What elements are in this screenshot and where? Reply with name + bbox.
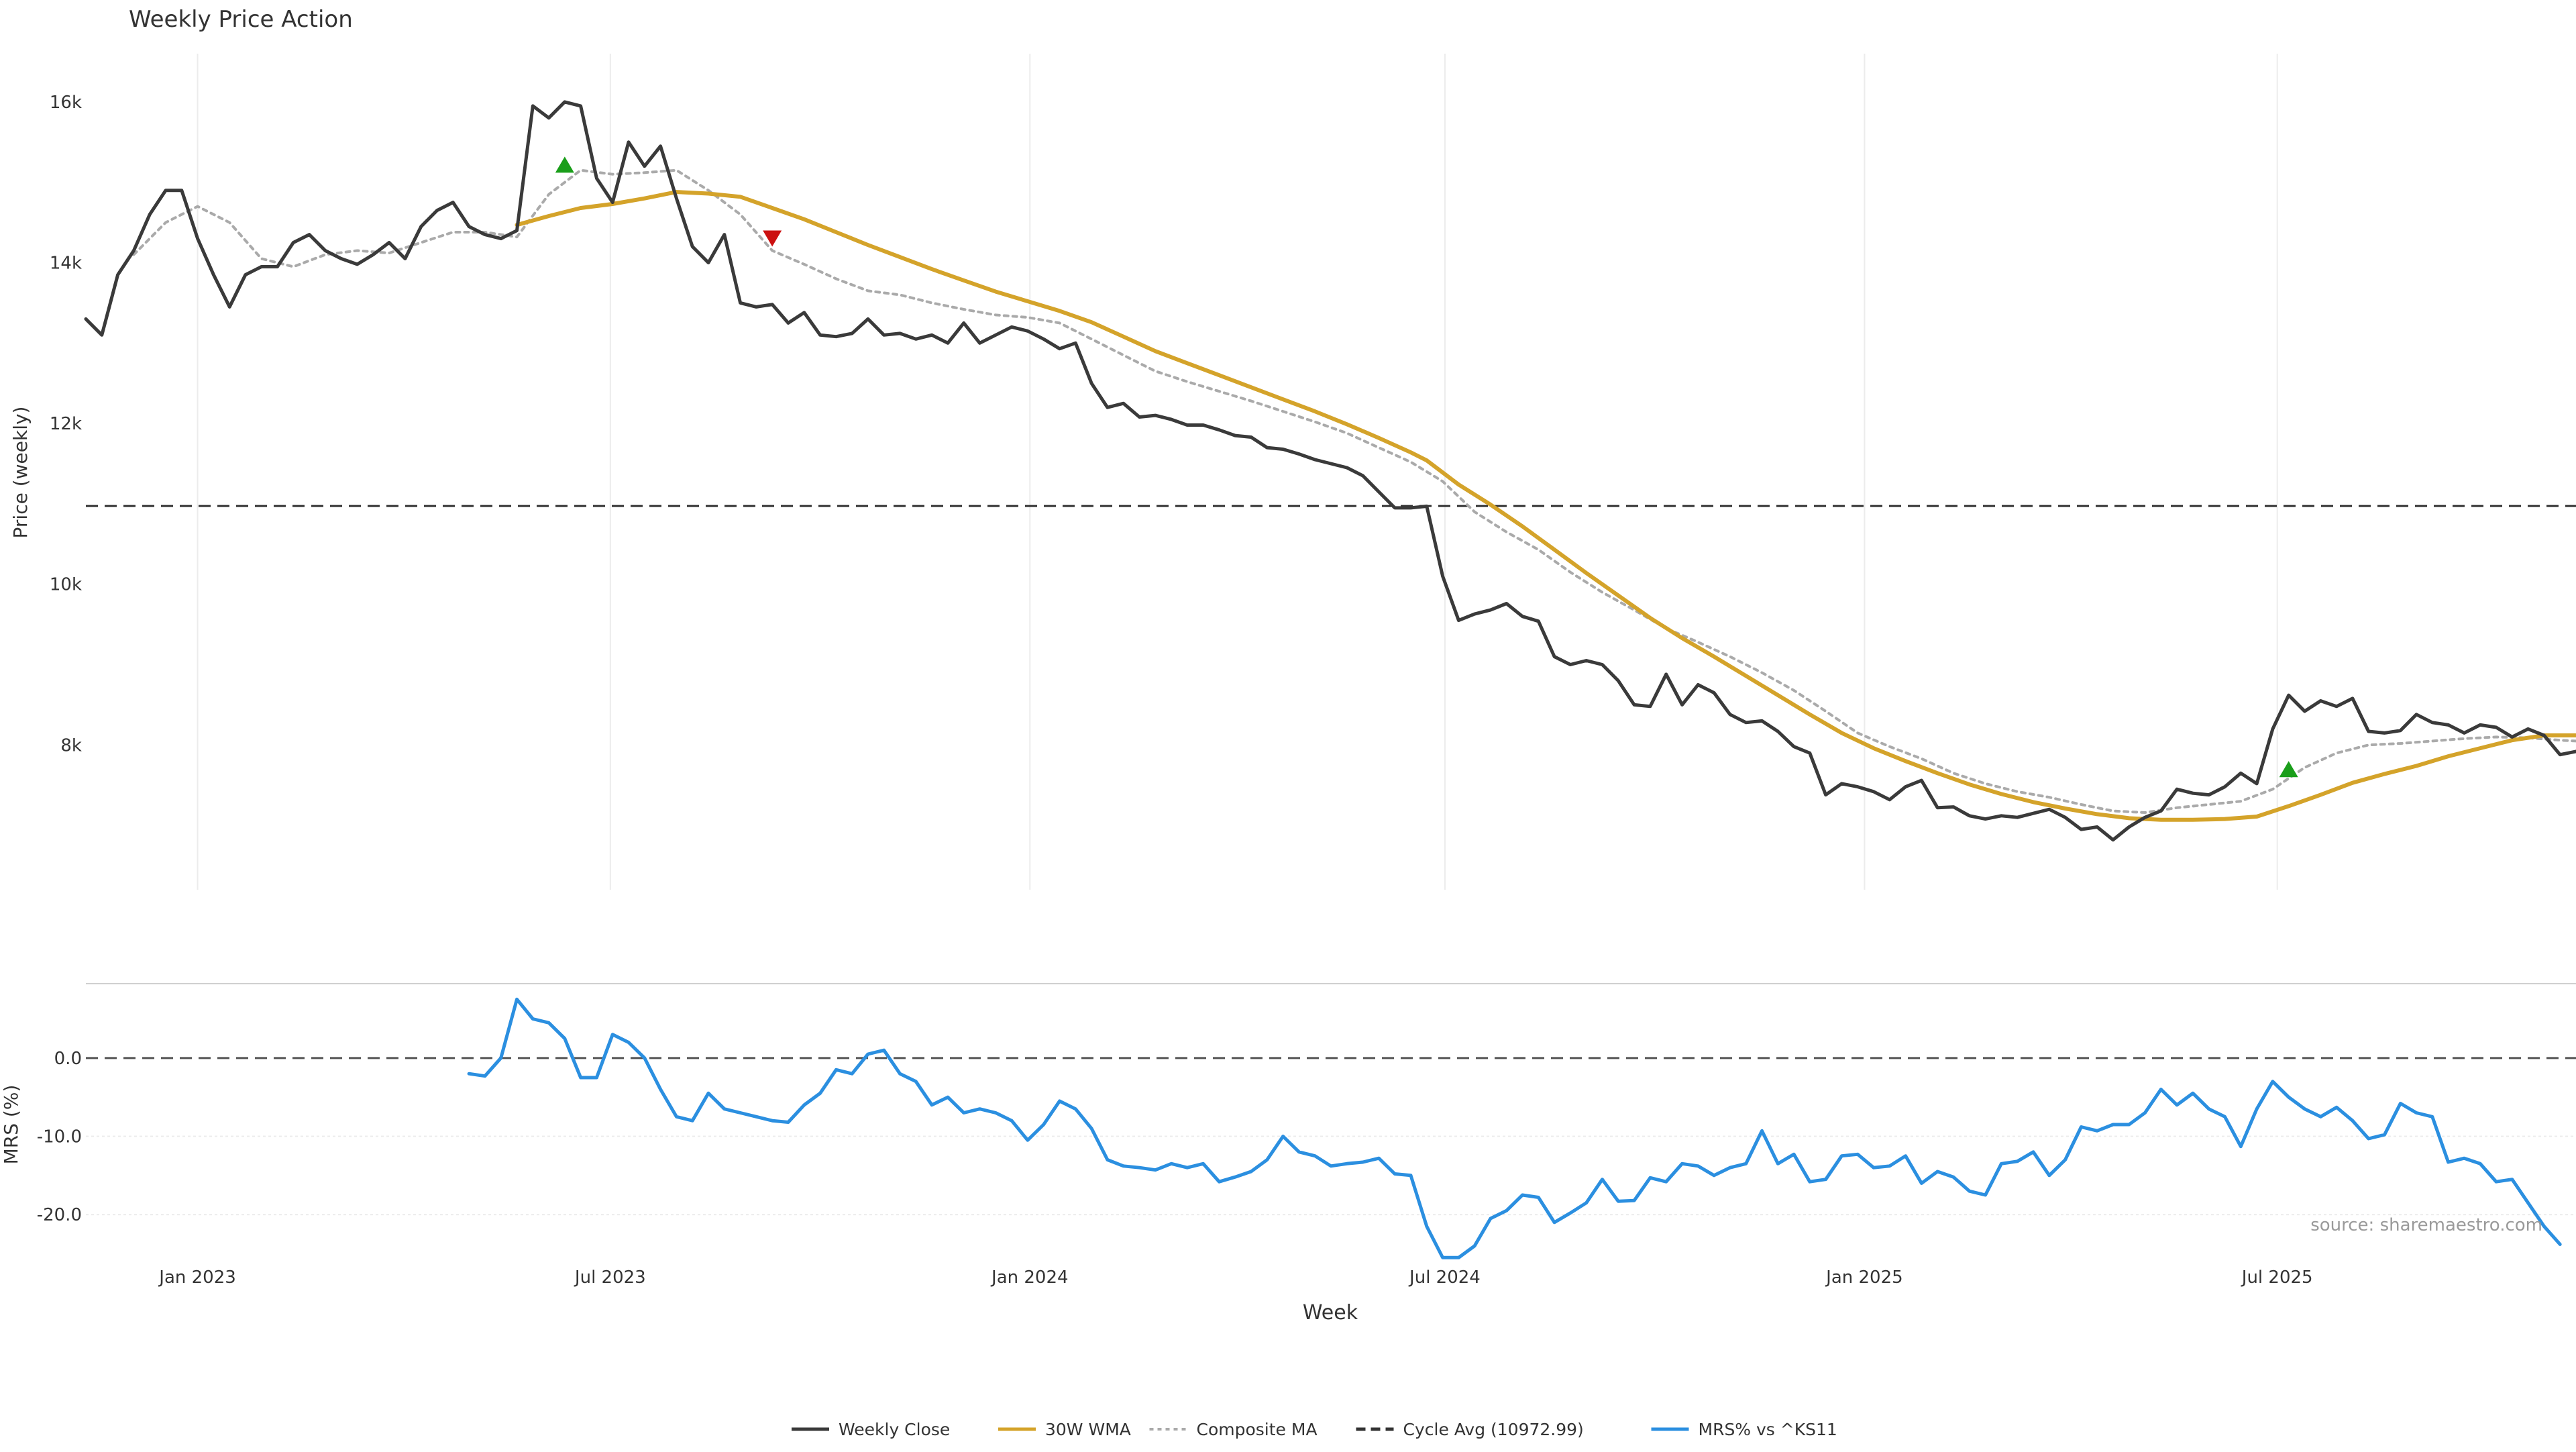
price-axis-label: Price (weekly) — [9, 407, 32, 539]
x-tick-label: Jan 2023 — [158, 1267, 236, 1288]
legend-item-3: Cycle Avg (10972.99) — [1356, 1420, 1584, 1439]
mrs-line — [469, 999, 2560, 1257]
mrs-axis-label: MRS (%) — [0, 1085, 22, 1165]
legend-label: Composite MA — [1197, 1420, 1318, 1439]
legend-item-2: Composite MA — [1150, 1420, 1318, 1439]
x-tick-label: Jul 2023 — [574, 1267, 646, 1288]
axes-layer: 8k 10k 12k 14k 16k 0.0 -10.0 -20.0 Jan 2023 Jul 2… — [37, 93, 2313, 1288]
series-layer — [86, 102, 2576, 1257]
price-ytick-label: 14k — [50, 254, 82, 274]
price-ytick-label: 12k — [50, 414, 82, 434]
mrs-ytick-label: 0.0 — [54, 1049, 82, 1069]
source-note: source: sharemaestro.com — [2310, 1215, 2542, 1235]
signal-up-2 — [2279, 761, 2298, 777]
reference-lines — [86, 506, 2576, 1058]
x-axis-label: Week — [1303, 1301, 1358, 1325]
composite-ma-line — [133, 170, 2576, 813]
legend-label: Cycle Avg (10972.99) — [1403, 1420, 1584, 1439]
legend-item-4: MRS% vs ^KS11 — [1652, 1420, 1837, 1439]
mrs-ytick-label: -10.0 — [37, 1127, 82, 1147]
x-tick-label: Jan 2025 — [1825, 1267, 1903, 1288]
legend-label: 30W WMA — [1045, 1420, 1131, 1439]
price-ytick-label: 8k — [60, 735, 82, 756]
mrs-ytick-label: -20.0 — [37, 1205, 82, 1225]
legend-item-1: 30W WMA — [998, 1420, 1131, 1439]
price-ytick-label: 16k — [50, 93, 82, 113]
chart-title: Weekly Price Action — [129, 6, 353, 33]
legend: Weekly Close 30W WMA Composite MA Cycle Avg… — [792, 1420, 1837, 1439]
x-tick-label: Jul 2025 — [2241, 1267, 2313, 1288]
x-tick-label: Jul 2024 — [1408, 1267, 1481, 1288]
signal-up-0 — [555, 156, 574, 172]
legend-label: Weekly Close — [839, 1420, 950, 1439]
price-ytick-label: 10k — [50, 575, 82, 595]
x-tick-label: Jan 2024 — [990, 1267, 1069, 1288]
legend-label: MRS% vs ^KS11 — [1699, 1420, 1837, 1439]
legend-item-0: Weekly Close — [792, 1420, 950, 1439]
signal-markers — [555, 156, 2298, 777]
weekly-close-line — [86, 102, 2576, 840]
grid-layer — [86, 54, 2576, 1214]
